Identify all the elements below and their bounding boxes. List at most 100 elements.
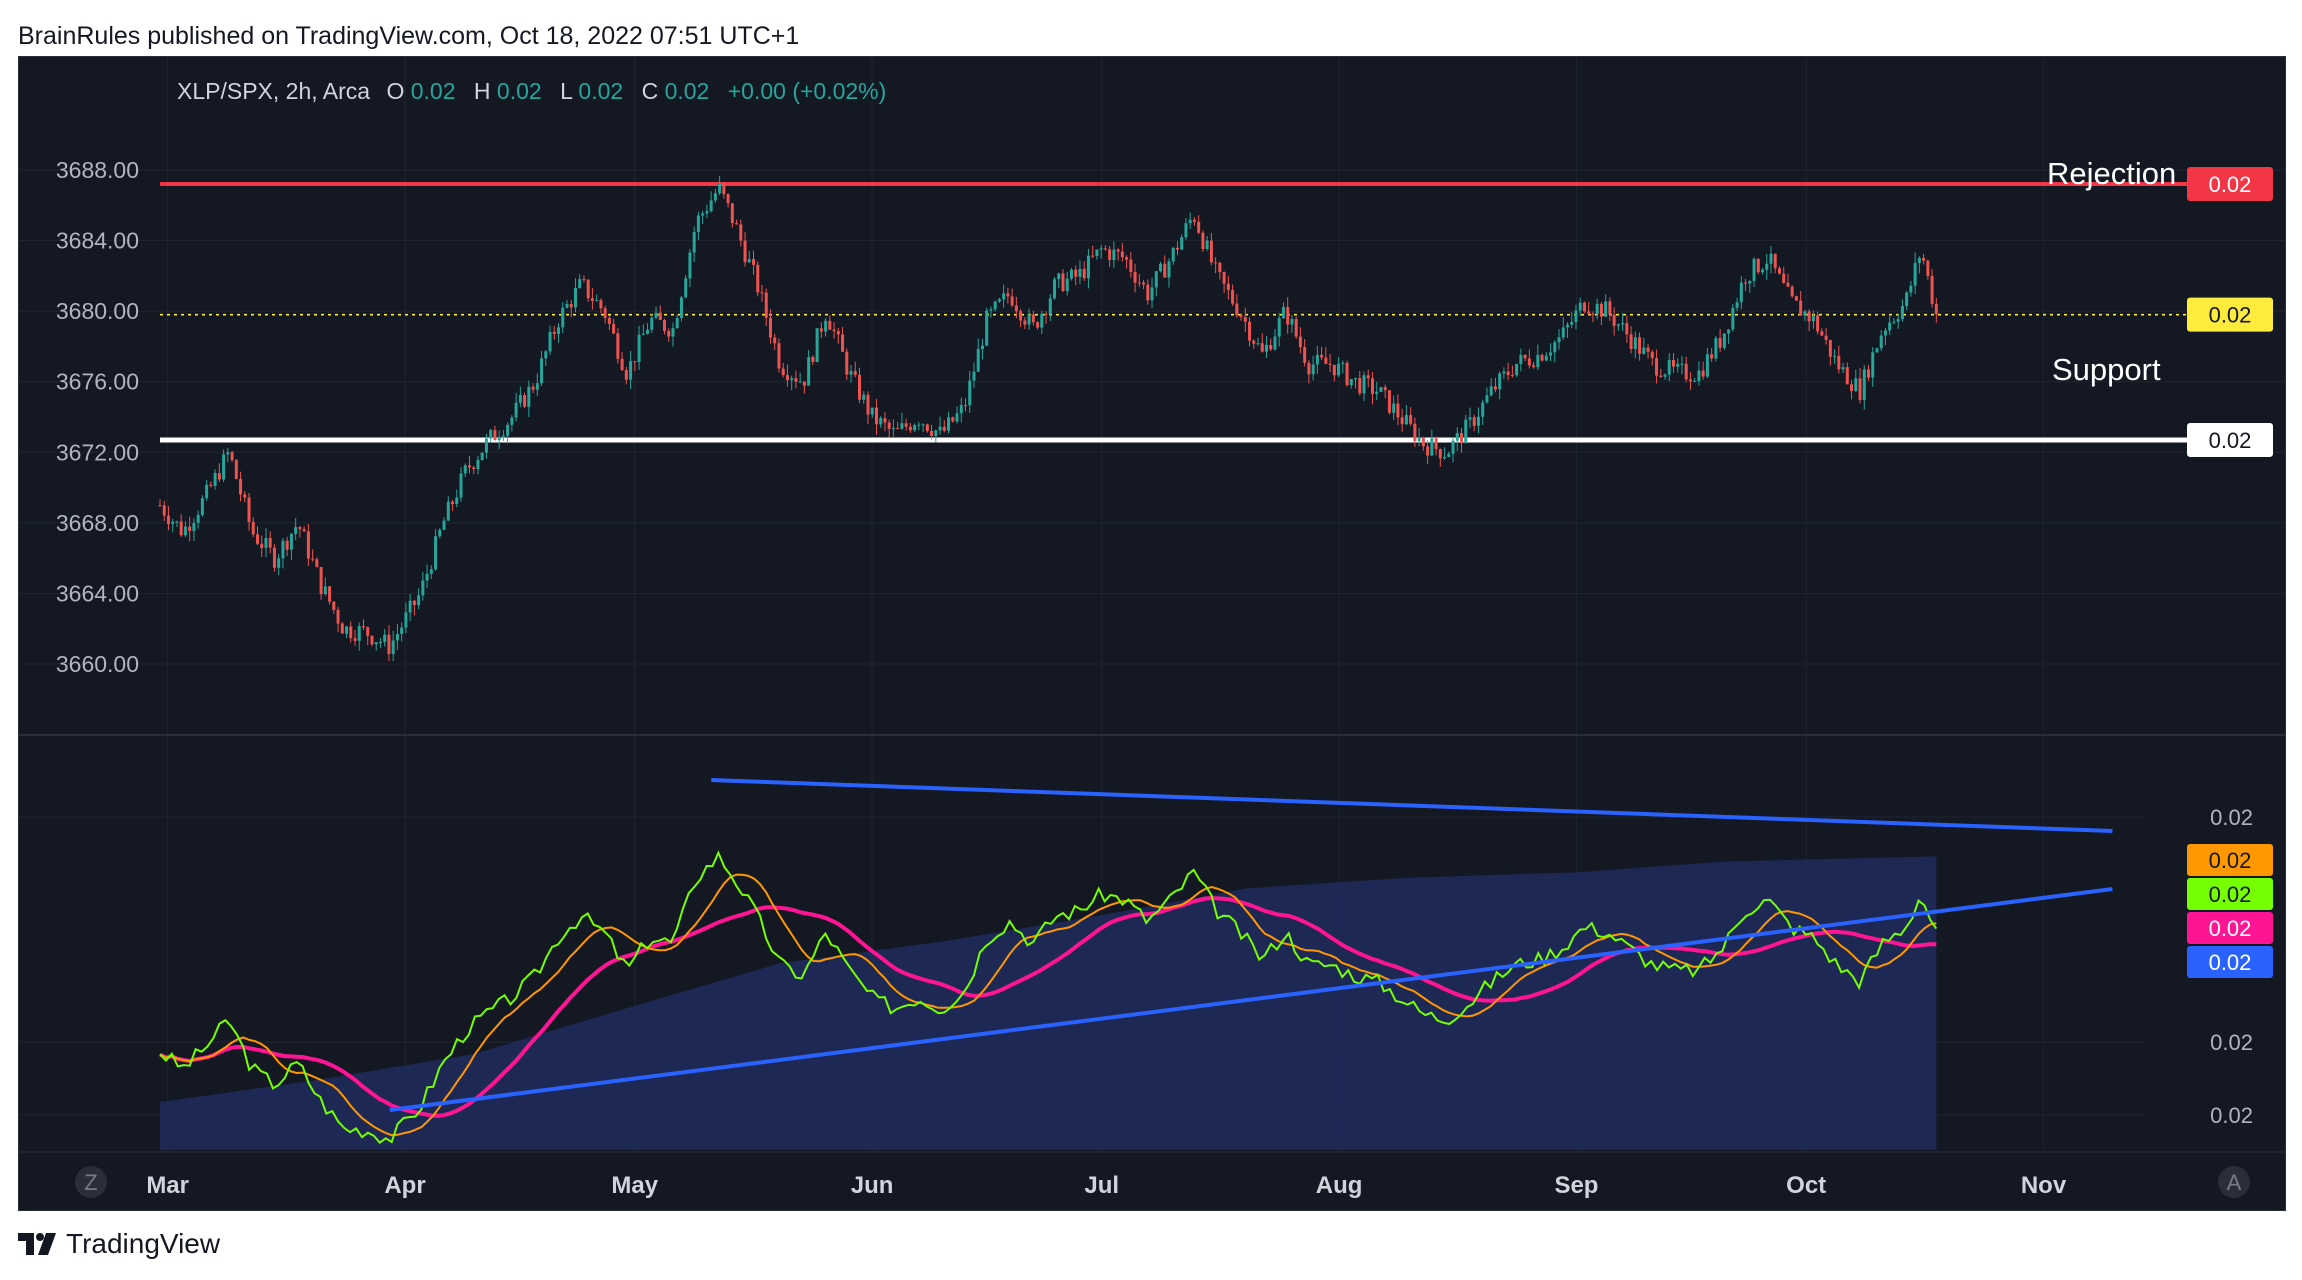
candle-body: [1905, 292, 1909, 307]
candle-body: [1413, 423, 1417, 442]
candle-body: [1252, 340, 1256, 344]
candle-body: [1909, 285, 1913, 293]
candle-body: [1917, 257, 1921, 263]
candle-body: [1349, 379, 1353, 386]
candle-body: [650, 317, 654, 330]
price-tick-label: 3688.00: [56, 157, 139, 183]
candle-body: [896, 428, 900, 430]
candle-body: [976, 348, 980, 372]
candle-body: [891, 428, 895, 430]
candle-body: [1010, 296, 1014, 306]
price-tick-label: 3664.00: [56, 580, 139, 606]
upper-trendline[interactable]: [711, 778, 2113, 833]
chart-canvas[interactable]: 3660.00 3664.00 3668.00 3672.00 3676.00 3680.…: [19, 57, 2285, 1210]
candle-body: [1493, 386, 1497, 390]
candle-body: [1468, 417, 1472, 420]
lower-trendline[interactable]: [389, 887, 2113, 1112]
horizontal-gridlines: [19, 169, 2285, 665]
candle-body: [819, 328, 823, 332]
candle-body: [446, 501, 450, 521]
candle-body: [836, 331, 840, 335]
rejection-annotation[interactable]: Rejection: [2047, 156, 2176, 191]
price-tick-label: 3684.00: [56, 228, 139, 254]
candle-body: [506, 424, 510, 436]
candle-body: [739, 224, 743, 241]
candle-body: [1739, 282, 1743, 303]
candle-body: [1489, 386, 1493, 396]
candle-body: [501, 435, 505, 438]
symbol-legend[interactable]: XLP/SPX, 2h, Arca O 0.02 H 0.02 L 0.02 C…: [177, 78, 886, 104]
candle-body: [573, 287, 577, 308]
candle-body: [1638, 337, 1642, 354]
candle-body: [705, 211, 709, 214]
candle-body: [1896, 319, 1900, 322]
time-tick-label: Sep: [1554, 1172, 1598, 1199]
candle-body: [213, 473, 217, 486]
candle-body: [684, 278, 688, 298]
log-scale-button[interactable]: Z: [75, 1166, 107, 1198]
candle-body: [989, 309, 993, 311]
rejection-price-tag-text: 0.02: [2209, 172, 2252, 197]
candle-body: [921, 424, 925, 426]
candle-body: [756, 264, 760, 293]
candle-body: [1625, 323, 1629, 335]
candle-body: [679, 297, 683, 319]
support-annotation[interactable]: Support: [2052, 352, 2161, 387]
candle-body: [1120, 251, 1124, 258]
candle-body: [692, 231, 696, 253]
indicator-axis[interactable]: 0.02 0.02 0.02: [2210, 805, 2253, 1128]
candle-body: [1570, 322, 1574, 325]
candle-body: [1150, 287, 1154, 301]
candle-body: [166, 515, 170, 524]
candle-body: [561, 307, 565, 328]
candle-body: [1523, 354, 1527, 359]
candle-body: [1519, 354, 1523, 364]
candle-body: [1332, 364, 1336, 376]
candle-body: [985, 310, 989, 346]
legend-low-label: L: [560, 78, 573, 104]
current-price-tag: 0.02: [2187, 297, 2273, 332]
candle-body: [1616, 324, 1620, 326]
candle-body: [171, 521, 175, 524]
candle-body: [434, 536, 438, 570]
candle-body: [1281, 307, 1285, 319]
candle-body: [722, 183, 726, 195]
candle-body: [1175, 247, 1179, 250]
current-price-tag-text: 0.02: [2209, 303, 2252, 328]
chart-frame[interactable]: 3660.00 3664.00 3668.00 3672.00 3676.00 3680.…: [18, 56, 2286, 1211]
candle-body: [798, 381, 802, 383]
candle-body: [1485, 395, 1489, 403]
candle-body: [497, 437, 501, 441]
candle-body: [1370, 378, 1374, 394]
candle-body: [1688, 379, 1692, 382]
tradingview-logo-icon[interactable]: [18, 1233, 58, 1255]
footer-brand[interactable]: TradingView: [66, 1228, 221, 1259]
candle-body: [1133, 271, 1137, 283]
candle-body: [832, 329, 836, 332]
time-axis[interactable]: Mar Apr May Jun Jul Aug Sep Oct Nov: [146, 1172, 2067, 1199]
candle-body: [205, 484, 209, 499]
candle-body: [294, 527, 298, 534]
candle-body: [239, 478, 243, 495]
candle-body: [484, 438, 488, 453]
candle-body: [1142, 282, 1146, 285]
candle-body: [1082, 268, 1086, 279]
candle-body: [451, 501, 455, 504]
candle-body: [629, 361, 633, 380]
candle-body: [523, 395, 527, 407]
candle-body: [620, 358, 624, 371]
candle-body: [1205, 240, 1209, 249]
price-axis[interactable]: 3660.00 3664.00 3668.00 3672.00 3676.00 3680.…: [56, 157, 139, 677]
candle-body: [815, 328, 819, 363]
candle-body: [1036, 322, 1040, 328]
candle-body: [1019, 311, 1023, 321]
candle-body: [641, 333, 645, 335]
candle-body: [285, 540, 289, 550]
candle-body: [1108, 249, 1112, 260]
auto-scale-button[interactable]: A: [2218, 1166, 2250, 1198]
candle-body: [1790, 286, 1794, 297]
candle-body: [1154, 271, 1158, 288]
candle-body: [1714, 338, 1718, 359]
footer: TradingView: [18, 1226, 220, 1262]
candle-body: [845, 351, 849, 375]
